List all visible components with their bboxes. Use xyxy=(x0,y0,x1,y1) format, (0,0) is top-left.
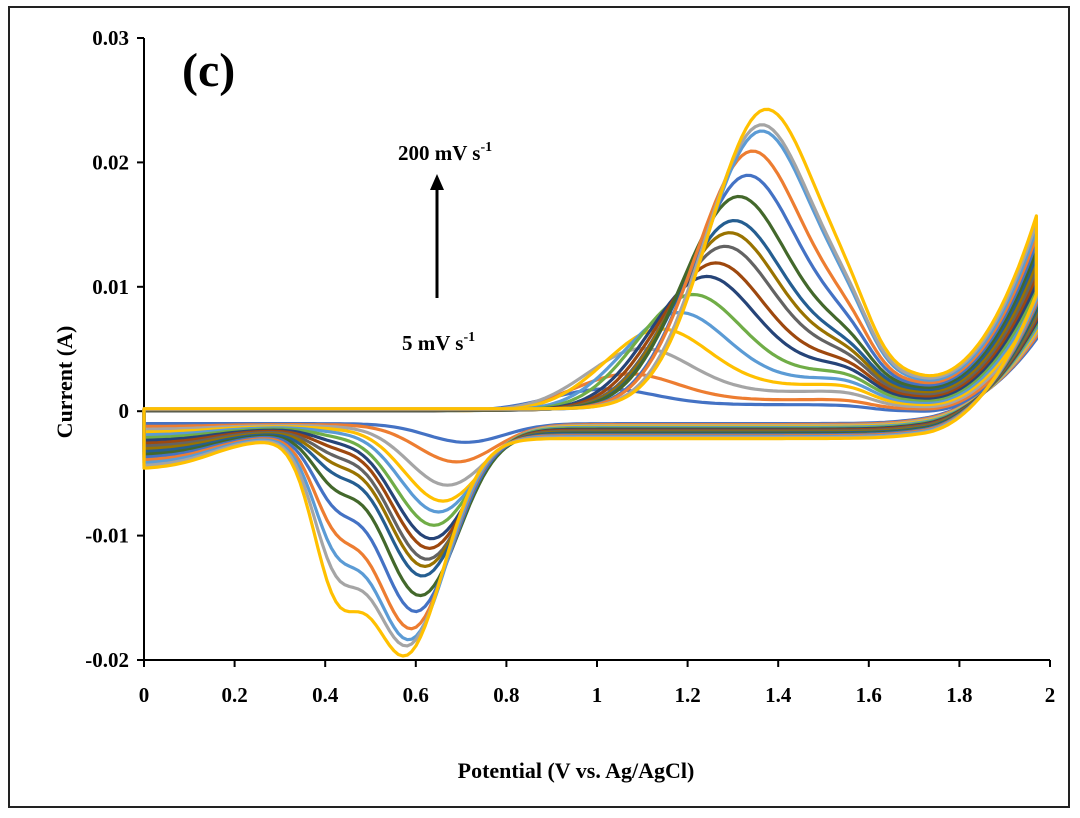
annotation-bottom: 5 mV s-1 xyxy=(402,330,475,355)
x-tick-label: 0.6 xyxy=(403,683,429,707)
y-tick-label: 0.02 xyxy=(92,150,129,174)
x-tick-label: 0 xyxy=(139,683,150,707)
x-tick-label: 0.4 xyxy=(312,683,339,707)
x-tick-label: 1.8 xyxy=(946,683,972,707)
figure-frame: 0 0.2 0.4 0.6 0.8 1 1.2 1.4 1.6 1.8 2 0.03 0.02 0.01 0… xyxy=(8,6,1070,808)
y-tick-label: 0 xyxy=(119,399,130,423)
x-tick-label: 2 xyxy=(1045,683,1056,707)
x-tick-label: 0.2 xyxy=(221,683,247,707)
y-tick-label: 0.03 xyxy=(92,26,129,50)
cv-chart: 0 0.2 0.4 0.6 0.8 1 1.2 1.4 1.6 1.8 2 0.03 0.02 0.01 0… xyxy=(52,26,1055,783)
scan-rate-arrow xyxy=(430,174,444,298)
x-tick-label: 1.4 xyxy=(765,683,792,707)
cv-series-17 xyxy=(142,107,1038,658)
x-axis-title: Potential (V vs. Ag/AgCl) xyxy=(458,758,695,783)
y-axis-title: Current (A) xyxy=(52,326,77,439)
y-tick-label: -0.01 xyxy=(85,524,129,548)
y-tick-label: -0.02 xyxy=(85,648,129,672)
axes: 0 0.2 0.4 0.6 0.8 1 1.2 1.4 1.6 1.8 2 0.03 0.02 0.01 0… xyxy=(85,26,1055,707)
y-tick-label: 0.01 xyxy=(92,275,129,299)
panel-label: (c) xyxy=(182,44,235,97)
series-curves xyxy=(142,107,1038,658)
x-tick-label: 1.2 xyxy=(674,683,700,707)
x-tick-label: 1 xyxy=(592,683,603,707)
annotation-top: 200 mV s-1 xyxy=(398,140,492,165)
x-tick-label: 1.6 xyxy=(856,683,882,707)
x-tick-label: 0.8 xyxy=(493,683,519,707)
